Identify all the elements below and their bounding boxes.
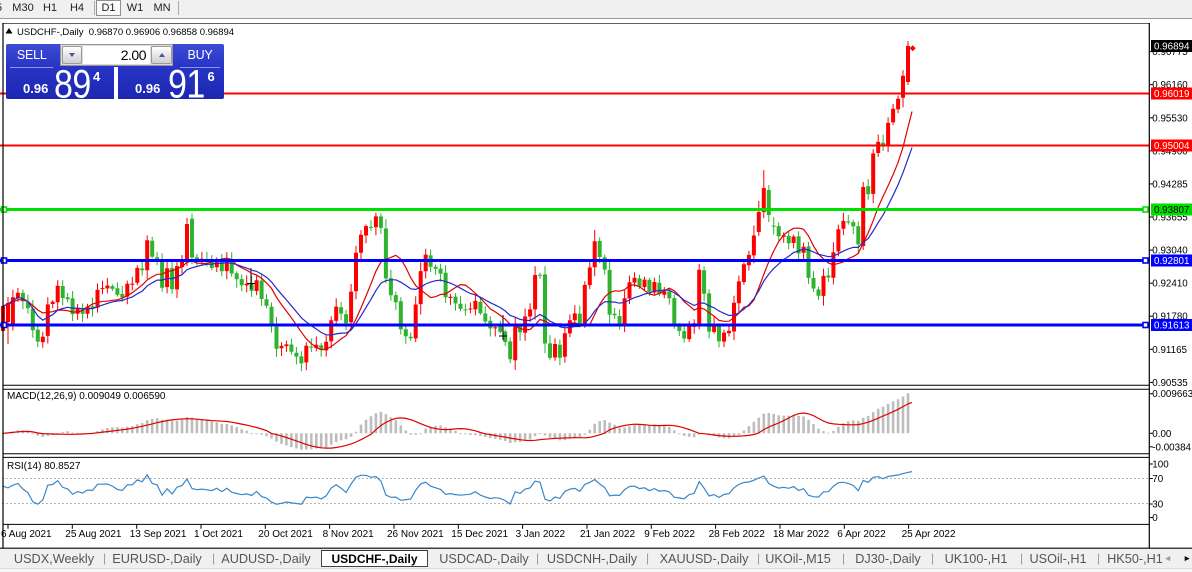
svg-text:6 Aug 2021: 6 Aug 2021 xyxy=(1,529,52,540)
svg-text:3 Jan 2022: 3 Jan 2022 xyxy=(516,529,566,540)
svg-text:0.95530: 0.95530 xyxy=(1152,113,1188,124)
svg-text:USDCHF-,Daily 0.96870 0.96906: USDCHF-,Daily 0.96870 0.96906 0.96858 0.… xyxy=(17,27,234,38)
svg-text:0.96775: 0.96775 xyxy=(1152,47,1188,58)
svg-text:26 Nov 2021: 26 Nov 2021 xyxy=(387,529,444,540)
svg-text:0.91165: 0.91165 xyxy=(1152,345,1187,356)
svg-text:21 Jan 2022: 21 Jan 2022 xyxy=(580,529,635,540)
svg-text:9 Feb 2022: 9 Feb 2022 xyxy=(644,529,695,540)
svg-text:0: 0 xyxy=(1152,513,1158,524)
svg-text:0.009663: 0.009663 xyxy=(1152,389,1192,400)
svg-text:0.93040: 0.93040 xyxy=(1152,246,1188,257)
svg-text:0.00: 0.00 xyxy=(1152,429,1172,440)
svg-text:0.91780: 0.91780 xyxy=(1152,312,1188,323)
svg-text:20 Oct 2021: 20 Oct 2021 xyxy=(258,529,313,540)
svg-text:25 Apr 2022: 25 Apr 2022 xyxy=(902,529,956,540)
svg-text:1 Oct 2021: 1 Oct 2021 xyxy=(194,529,243,540)
svg-text:100: 100 xyxy=(1152,460,1169,471)
svg-text:0.91613: 0.91613 xyxy=(1154,321,1190,332)
svg-text:MACD(12,26,9) 0.009049 0.00659: MACD(12,26,9) 0.009049 0.006590 xyxy=(7,391,166,402)
svg-text:28 Feb 2022: 28 Feb 2022 xyxy=(709,529,766,540)
svg-text:0.94900: 0.94900 xyxy=(1152,146,1188,157)
svg-text:-0.00384: -0.00384 xyxy=(1152,442,1191,453)
svg-text:0.96894: 0.96894 xyxy=(1154,42,1190,53)
svg-text:8 Nov 2021: 8 Nov 2021 xyxy=(323,529,375,540)
svg-text:0.94285: 0.94285 xyxy=(1152,179,1188,190)
svg-text:0.92801: 0.92801 xyxy=(1154,256,1189,267)
svg-text:25 Aug 2021: 25 Aug 2021 xyxy=(65,529,122,540)
svg-text:30: 30 xyxy=(1152,500,1163,511)
svg-text:0.93655: 0.93655 xyxy=(1152,213,1188,224)
svg-text:0.96019: 0.96019 xyxy=(1154,89,1189,100)
svg-text:18 Mar 2022: 18 Mar 2022 xyxy=(773,529,830,540)
svg-text:6 Apr 2022: 6 Apr 2022 xyxy=(837,529,886,540)
svg-text:0.90535: 0.90535 xyxy=(1152,378,1188,389)
svg-text:13 Sep 2021: 13 Sep 2021 xyxy=(130,529,187,540)
svg-text:0.93807: 0.93807 xyxy=(1154,205,1189,216)
svg-text:0.92410: 0.92410 xyxy=(1152,279,1188,290)
svg-text:RSI(14) 80.8527: RSI(14) 80.8527 xyxy=(7,461,81,472)
svg-text:0.95004: 0.95004 xyxy=(1154,141,1190,152)
svg-text:0.96160: 0.96160 xyxy=(1152,80,1188,91)
svg-text:70: 70 xyxy=(1152,474,1163,485)
svg-text:15 Dec 2021: 15 Dec 2021 xyxy=(451,529,508,540)
